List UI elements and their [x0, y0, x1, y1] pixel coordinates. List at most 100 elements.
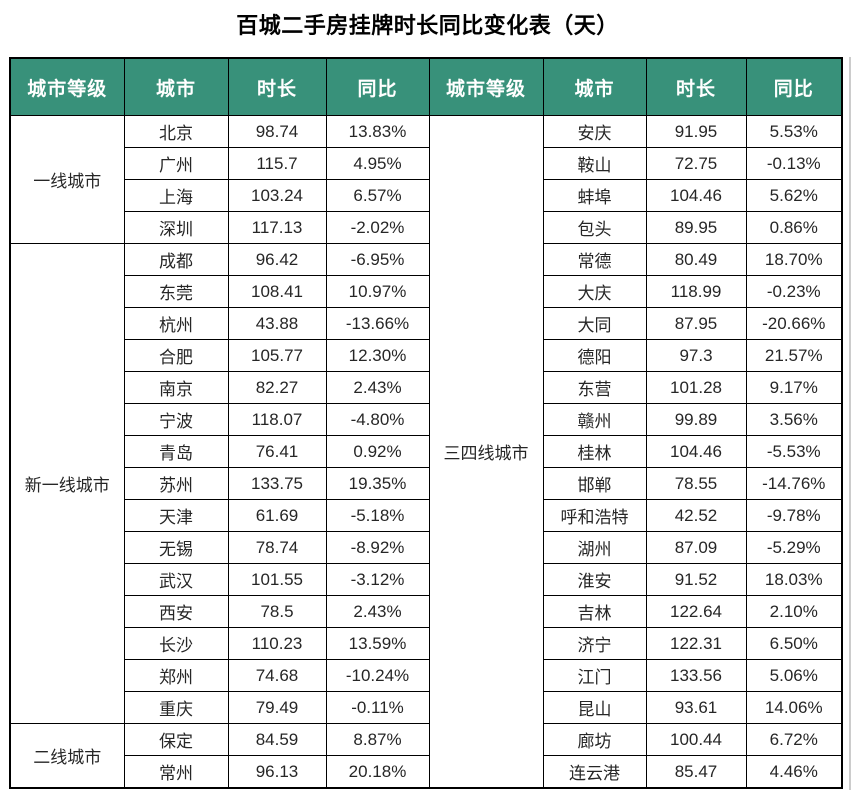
- table-row: 一线城市 北京 98.74 13.83% 三四线城市 安庆 91.95 5.53%: [9, 115, 843, 789]
- city-cell-right: 呼和浩特: [542, 499, 647, 532]
- city-cell-left: 重庆: [123, 691, 229, 724]
- tier-cell-left: 新一线城市: [9, 243, 125, 724]
- duration-cell-right: 72.75: [645, 147, 747, 180]
- table-row: 合肥 105.77 12.30% 德阳 97.3 21.57%: [10, 339, 843, 372]
- city-cell-right: 吉林: [542, 595, 647, 628]
- yoy-cell-left: 2.43%: [325, 371, 430, 404]
- yoy-cell-right: 5.53%: [745, 115, 843, 148]
- duration-cell-left: 117.13: [227, 211, 327, 244]
- tier-cell-left: 二线城市: [9, 723, 125, 789]
- yoy-cell-right: 21.57%: [745, 339, 843, 372]
- duration-cell-left: 96.42: [227, 243, 327, 276]
- tier-cell-right: 三四线城市: [428, 115, 544, 789]
- duration-cell-left: 115.7: [227, 147, 327, 180]
- yoy-cell-left: -0.11%: [325, 691, 430, 724]
- duration-cell-right: 87.95: [645, 307, 747, 340]
- duration-cell-left: 84.59: [227, 723, 327, 756]
- yoy-cell-left: 0.92%: [325, 435, 430, 468]
- window-edge-divider: [849, 57, 851, 790]
- duration-cell-right: 91.52: [645, 563, 747, 596]
- city-cell-right: 鞍山: [542, 147, 647, 180]
- tier-cell-left: 一线城市: [9, 115, 125, 244]
- yoy-cell-right: 4.46%: [745, 755, 843, 789]
- city-cell-left: 宁波: [123, 403, 229, 436]
- duration-cell-right: 122.31: [645, 627, 747, 660]
- yoy-cell-left: 13.59%: [325, 627, 430, 660]
- yoy-cell-right: 18.03%: [745, 563, 843, 596]
- yoy-cell-left: -2.02%: [325, 211, 430, 244]
- duration-cell-left: 110.23: [227, 627, 327, 660]
- yoy-cell-left: -13.66%: [325, 307, 430, 340]
- duration-cell-left: 78.74: [227, 531, 327, 564]
- table-row: 宁波 118.07 -4.80% 赣州 99.89 3.56%: [10, 403, 843, 436]
- header-cell-yoy-right: 同比: [745, 57, 843, 116]
- duration-cell-left: 96.13: [227, 755, 327, 789]
- city-cell-right: 大庆: [542, 275, 647, 308]
- yoy-cell-left: -6.95%: [325, 243, 430, 276]
- city-cell-left: 成都: [123, 243, 229, 276]
- city-cell-right: 淮安: [542, 563, 647, 596]
- yoy-cell-right: -9.78%: [745, 499, 843, 532]
- city-cell-right: 蚌埠: [542, 179, 647, 212]
- duration-cell-right: 97.3: [645, 339, 747, 372]
- table-row: 青岛 76.41 0.92% 桂林 104.46 -5.53%: [10, 435, 843, 468]
- table-row: 二线城市 保定 84.59 8.87% 廊坊 100.44 6.72%: [9, 723, 843, 789]
- city-cell-right: 包头: [542, 211, 647, 244]
- city-cell-right: 廊坊: [542, 723, 647, 756]
- header-cell-city-right: 城市: [542, 57, 647, 116]
- city-cell-left: 郑州: [123, 659, 229, 692]
- city-cell-left: 西安: [123, 595, 229, 628]
- yoy-cell-left: 12.30%: [325, 339, 430, 372]
- yoy-cell-right: 5.06%: [745, 659, 843, 692]
- table-row: 西安 78.5 2.43% 吉林 122.64 2.10%: [10, 595, 843, 628]
- city-cell-left: 深圳: [123, 211, 229, 244]
- city-cell-left: 常州: [123, 755, 229, 789]
- table-row: 重庆 79.49 -0.11% 昆山 93.61 14.06%: [10, 691, 843, 724]
- city-cell-left: 保定: [123, 723, 229, 756]
- city-cell-right: 德阳: [542, 339, 647, 372]
- duration-cell-right: 91.95: [645, 115, 747, 148]
- duration-cell-right: 93.61: [645, 691, 747, 724]
- city-cell-left: 无锡: [123, 531, 229, 564]
- table-row: 广州 115.7 4.95% 鞍山 72.75 -0.13%: [10, 147, 843, 180]
- city-cell-left: 广州: [123, 147, 229, 180]
- yoy-cell-right: 5.62%: [745, 179, 843, 212]
- table-row: 无锡 78.74 -8.92% 湖州 87.09 -5.29%: [10, 531, 843, 564]
- yoy-cell-right: 2.10%: [745, 595, 843, 628]
- yoy-cell-left: -5.18%: [325, 499, 430, 532]
- table-row: 深圳 117.13 -2.02% 包头 89.95 0.86%: [10, 211, 843, 244]
- header-cell-yoy-left: 同比: [325, 57, 430, 116]
- yoy-cell-right: 9.17%: [745, 371, 843, 404]
- yoy-cell-left: 19.35%: [325, 467, 430, 500]
- duration-cell-right: 122.64: [645, 595, 747, 628]
- city-cell-right: 连云港: [542, 755, 647, 789]
- header-cell-city-left: 城市: [123, 57, 229, 116]
- city-cell-left: 东莞: [123, 275, 229, 308]
- duration-cell-left: 43.88: [227, 307, 327, 340]
- yoy-cell-left: 6.57%: [325, 179, 430, 212]
- yoy-cell-right: 18.70%: [745, 243, 843, 276]
- city-cell-right: 济宁: [542, 627, 647, 660]
- duration-cell-right: 100.44: [645, 723, 747, 756]
- city-cell-left: 杭州: [123, 307, 229, 340]
- duration-cell-right: 118.99: [645, 275, 747, 308]
- yoy-cell-right: 0.86%: [745, 211, 843, 244]
- header-cell-tier-right: 城市等级: [428, 57, 544, 116]
- yoy-cell-right: -5.29%: [745, 531, 843, 564]
- city-cell-left: 武汉: [123, 563, 229, 596]
- city-cell-right: 安庆: [542, 115, 647, 148]
- duration-cell-right: 78.55: [645, 467, 747, 500]
- yoy-cell-right: 6.50%: [745, 627, 843, 660]
- city-cell-left: 天津: [123, 499, 229, 532]
- yoy-cell-right: 3.56%: [745, 403, 843, 436]
- duration-cell-left: 74.68: [227, 659, 327, 692]
- duration-cell-left: 78.5: [227, 595, 327, 628]
- city-cell-right: 赣州: [542, 403, 647, 436]
- duration-cell-right: 133.56: [645, 659, 747, 692]
- city-cell-left: 青岛: [123, 435, 229, 468]
- table-row: 东莞 108.41 10.97% 大庆 118.99 -0.23%: [10, 275, 843, 308]
- listing-duration-table: 城市等级 城市 时长 同比 城市等级 城市 时长 同比 一线城市 北京 98.74 1…: [9, 57, 843, 789]
- duration-cell-right: 104.46: [645, 179, 747, 212]
- city-cell-right: 桂林: [542, 435, 647, 468]
